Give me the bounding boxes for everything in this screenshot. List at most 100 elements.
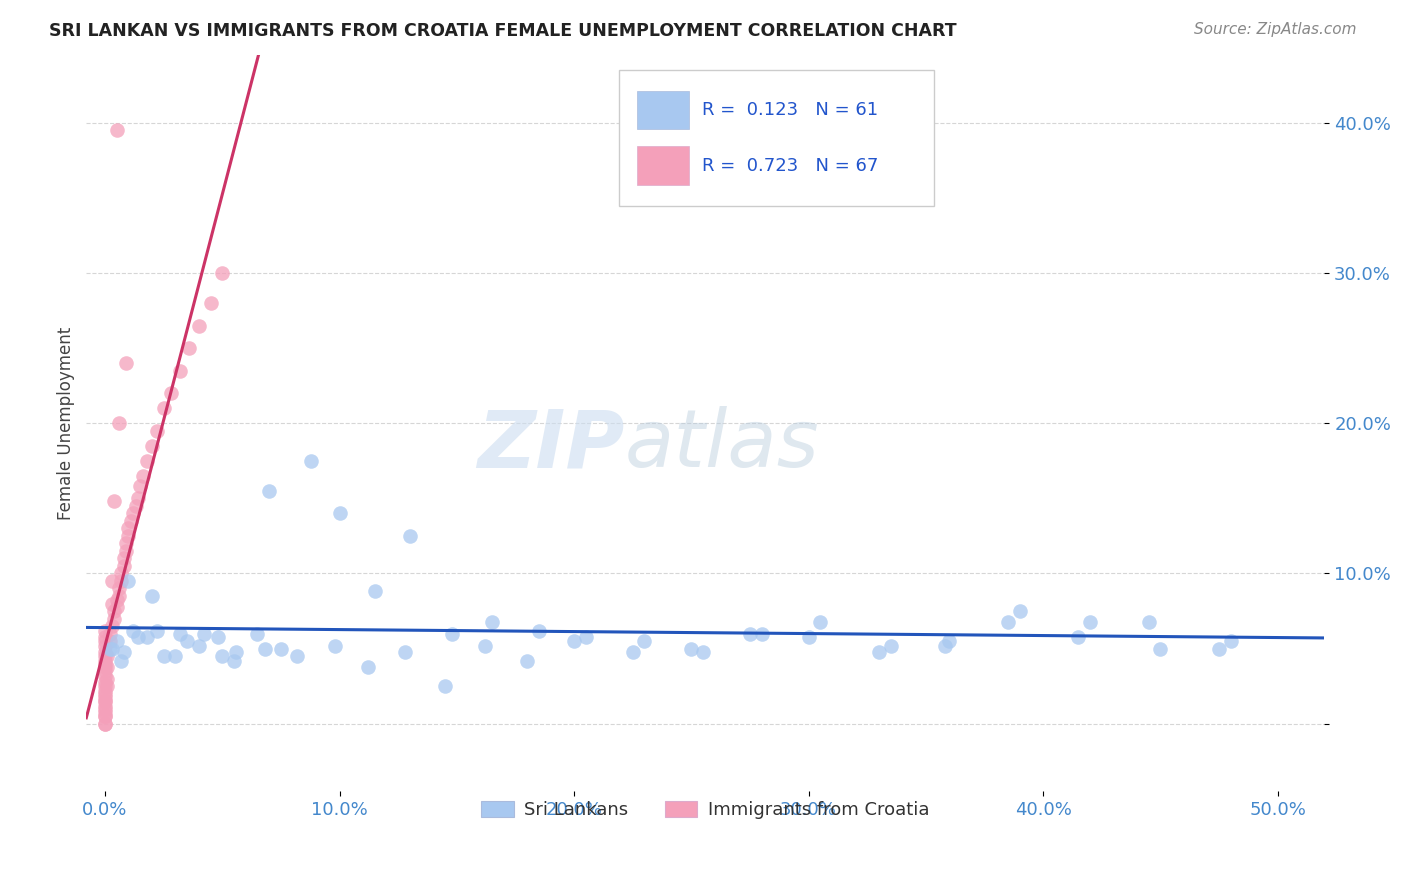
Point bbox=[692, 644, 714, 658]
Point bbox=[481, 615, 503, 629]
Point bbox=[115, 544, 138, 558]
Point bbox=[127, 630, 149, 644]
Point bbox=[364, 584, 387, 599]
Point bbox=[145, 624, 167, 638]
Point bbox=[94, 698, 117, 713]
Point bbox=[176, 634, 198, 648]
Point bbox=[1208, 641, 1230, 656]
Point bbox=[136, 454, 159, 468]
Text: R =  0.723   N = 67: R = 0.723 N = 67 bbox=[702, 157, 877, 175]
Point bbox=[94, 649, 117, 664]
Point bbox=[96, 679, 118, 693]
Point bbox=[98, 641, 121, 656]
Point bbox=[94, 709, 117, 723]
Point bbox=[270, 641, 292, 656]
Point bbox=[394, 644, 416, 658]
Point bbox=[115, 536, 138, 550]
Text: ZIP: ZIP bbox=[478, 406, 624, 484]
Y-axis label: Female Unemployment: Female Unemployment bbox=[58, 326, 75, 520]
Point bbox=[879, 639, 901, 653]
Point bbox=[207, 630, 229, 644]
Point bbox=[94, 701, 117, 715]
Point bbox=[94, 644, 117, 658]
Point bbox=[399, 529, 422, 543]
Point bbox=[94, 654, 117, 668]
Point bbox=[110, 566, 132, 581]
Point bbox=[105, 634, 128, 648]
Point bbox=[131, 468, 153, 483]
Point bbox=[441, 626, 464, 640]
Point bbox=[101, 619, 124, 633]
Point bbox=[751, 626, 773, 640]
Point bbox=[94, 690, 117, 704]
Point bbox=[94, 705, 117, 719]
Point bbox=[323, 639, 346, 653]
Point bbox=[179, 341, 201, 355]
Point bbox=[1067, 630, 1090, 644]
Point bbox=[103, 611, 125, 625]
Point bbox=[187, 639, 209, 653]
Point bbox=[434, 679, 457, 693]
Point bbox=[94, 674, 117, 689]
Point bbox=[253, 641, 276, 656]
Point bbox=[187, 318, 209, 333]
Point bbox=[169, 626, 191, 640]
Point bbox=[108, 582, 131, 596]
Point bbox=[1137, 615, 1160, 629]
Point bbox=[110, 574, 132, 588]
Point bbox=[117, 521, 139, 535]
Point bbox=[681, 641, 703, 656]
Point bbox=[98, 626, 121, 640]
Point bbox=[94, 683, 117, 698]
Point bbox=[934, 639, 956, 653]
Point bbox=[152, 649, 174, 664]
Point bbox=[562, 634, 585, 648]
FancyBboxPatch shape bbox=[637, 91, 689, 129]
Point bbox=[94, 624, 117, 638]
Point bbox=[165, 649, 187, 664]
Point bbox=[105, 599, 128, 614]
Point bbox=[94, 716, 117, 731]
Point bbox=[112, 551, 135, 566]
Point bbox=[94, 716, 117, 731]
Point bbox=[633, 634, 655, 648]
Point bbox=[868, 644, 890, 658]
Point bbox=[112, 644, 135, 658]
Point bbox=[738, 626, 761, 640]
Point bbox=[257, 483, 280, 498]
Point bbox=[129, 479, 152, 493]
Point bbox=[103, 494, 125, 508]
Point bbox=[101, 574, 124, 588]
Point bbox=[115, 356, 138, 370]
Point bbox=[797, 630, 820, 644]
Point bbox=[96, 672, 118, 686]
Point bbox=[222, 654, 245, 668]
Point bbox=[159, 386, 181, 401]
FancyBboxPatch shape bbox=[619, 70, 935, 206]
Point bbox=[299, 454, 322, 468]
Point bbox=[94, 657, 117, 671]
Point bbox=[1149, 641, 1171, 656]
Point bbox=[169, 364, 191, 378]
Point bbox=[103, 604, 125, 618]
Point bbox=[105, 123, 128, 137]
Point bbox=[94, 659, 117, 673]
Point bbox=[1219, 634, 1241, 648]
Point bbox=[808, 615, 831, 629]
Point bbox=[94, 630, 117, 644]
Point bbox=[94, 709, 117, 723]
Point bbox=[357, 659, 380, 673]
Point bbox=[94, 639, 117, 653]
Point bbox=[117, 574, 139, 588]
Point bbox=[124, 499, 146, 513]
Point bbox=[938, 634, 960, 648]
Point bbox=[136, 630, 159, 644]
Point bbox=[328, 507, 350, 521]
Point bbox=[105, 593, 128, 607]
Point bbox=[117, 529, 139, 543]
Point bbox=[1078, 615, 1101, 629]
Point bbox=[110, 654, 132, 668]
Point bbox=[127, 491, 149, 506]
Point bbox=[120, 514, 142, 528]
Point bbox=[193, 626, 215, 640]
